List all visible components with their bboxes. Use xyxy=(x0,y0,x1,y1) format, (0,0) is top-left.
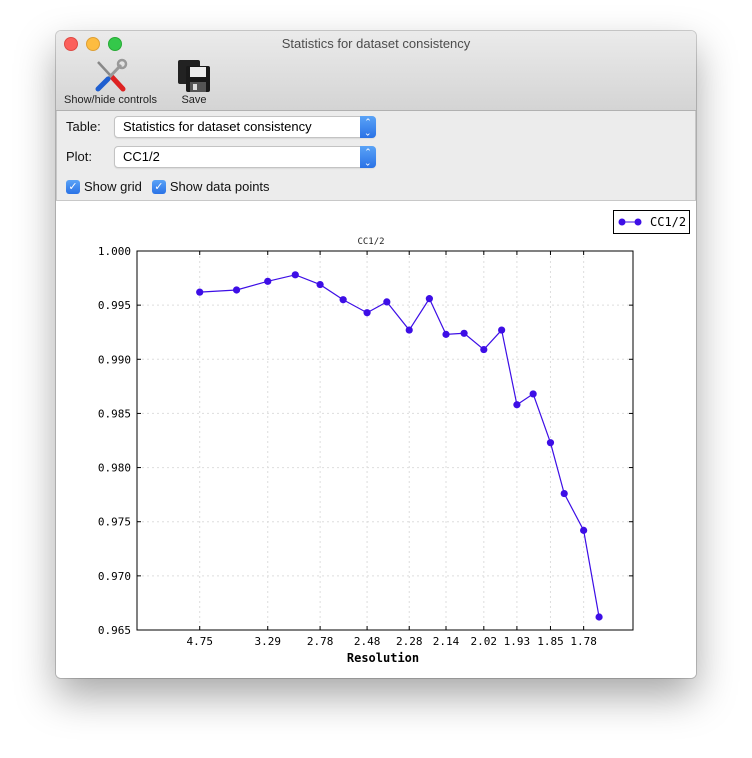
plot-select[interactable]: CC1/2 ⌃ ⌃ xyxy=(114,146,376,168)
y-tick-label: 0.965 xyxy=(98,624,131,637)
data-point xyxy=(580,526,588,534)
legend: CC1/2 xyxy=(613,210,690,234)
x-axis-label: Resolution xyxy=(347,651,419,665)
legend-label: CC1/2 xyxy=(650,215,686,229)
data-point xyxy=(383,298,391,306)
x-tick-label: 2.14 xyxy=(433,635,460,648)
data-point xyxy=(460,329,468,337)
data-point xyxy=(513,401,521,409)
window-title: Statistics for dataset consistency xyxy=(281,36,471,51)
close-button[interactable] xyxy=(64,37,78,51)
plot-row: Plot: xyxy=(66,149,92,164)
show-hide-controls-button[interactable]: Show/hide controls xyxy=(64,58,157,106)
data-point xyxy=(560,489,568,498)
plot-area: 1.000 0.995 0.990 0.985 0.980 0.975 0.970 0.965… xyxy=(56,201,696,678)
data-point xyxy=(316,280,324,289)
table-select-value: Statistics for dataset consistency xyxy=(123,119,312,134)
updown-chevron-icon: ⌃ ⌃ xyxy=(360,146,376,168)
data-point xyxy=(291,271,299,279)
data-point xyxy=(546,439,555,447)
tools-icon xyxy=(95,58,128,92)
x-tick-label: 1.78 xyxy=(570,635,597,648)
options-row: ✓ Show grid ✓ Show data points xyxy=(66,179,280,194)
floppy-disk-icon xyxy=(178,60,210,92)
legend-box xyxy=(613,210,690,234)
save-label: Save xyxy=(181,94,207,106)
show-grid-checkbox[interactable]: ✓ Show grid xyxy=(66,179,142,194)
axis-ticks: 1.000 0.995 0.990 0.985 0.980 0.975 0.970 0.965… xyxy=(98,245,633,648)
y-tick-label: 0.970 xyxy=(98,570,131,583)
show-data-points-label: Show data points xyxy=(169,179,270,194)
checkmark-icon: ✓ xyxy=(151,179,166,194)
data-point xyxy=(196,288,204,296)
chart-title: CC1/2 xyxy=(357,237,384,247)
y-tick-label: 0.990 xyxy=(98,353,131,366)
show-data-points-checkbox[interactable]: ✓ Show data points xyxy=(151,179,270,194)
data-point xyxy=(264,277,272,285)
x-tick-label: 4.75 xyxy=(186,635,213,648)
table-select[interactable]: Statistics for dataset consistency ⌃ ⌃ xyxy=(114,116,376,138)
x-tick-label: 2.02 xyxy=(471,635,498,648)
plot-label: Plot: xyxy=(66,149,93,164)
controls-panel: Table: Statistics for dataset consistenc… xyxy=(56,111,696,201)
plot-frame xyxy=(136,250,634,631)
data-point xyxy=(529,390,537,398)
data-point xyxy=(425,295,433,303)
data-point xyxy=(339,296,347,304)
zoom-button[interactable] xyxy=(108,37,122,51)
table-label: Table: xyxy=(66,119,101,134)
x-tick-label: 2.78 xyxy=(307,635,334,648)
legend-marker xyxy=(618,218,626,226)
cc-half-chart: 1.000 0.995 0.990 0.985 0.980 0.975 0.970 0.965… xyxy=(98,210,690,665)
data-point xyxy=(442,330,450,338)
data-point xyxy=(498,326,506,334)
x-tick-label: 2.28 xyxy=(396,635,423,648)
x-tick-label: 1.85 xyxy=(537,635,564,648)
checkmark-icon: ✓ xyxy=(66,179,80,194)
statistics-window: Statistics for dataset consistency Show/… xyxy=(56,31,696,678)
y-tick-label: 0.975 xyxy=(98,516,131,529)
x-tick-label: 1.93 xyxy=(504,635,531,648)
y-tick-label: 0.985 xyxy=(98,407,131,420)
updown-chevron-icon: ⌃ ⌃ xyxy=(360,116,376,138)
y-tick-label: 0.995 xyxy=(98,299,131,312)
data-point xyxy=(363,309,371,317)
title-toolbar: Statistics for dataset consistency Show/… xyxy=(56,31,696,111)
x-tick-label: 2.48 xyxy=(354,635,381,648)
y-tick-label: 0.980 xyxy=(98,462,131,475)
show-hide-controls-label: Show/hide controls xyxy=(64,94,157,106)
table-row: Table: xyxy=(66,119,101,134)
data-point xyxy=(232,286,241,294)
data-point xyxy=(595,613,603,621)
series-cc-half xyxy=(196,271,603,621)
legend-marker xyxy=(634,218,642,226)
show-grid-label: Show grid xyxy=(84,179,142,194)
window-controls xyxy=(64,37,122,51)
y-tick-label: 1.000 xyxy=(98,245,131,258)
grid xyxy=(137,250,633,631)
data-point xyxy=(480,345,488,354)
x-tick-label: 3.29 xyxy=(254,635,281,648)
series-line xyxy=(199,274,600,618)
minimize-button[interactable] xyxy=(86,37,100,51)
plot-select-value: CC1/2 xyxy=(123,149,160,164)
save-button[interactable]: Save xyxy=(176,58,212,106)
data-point xyxy=(405,326,413,334)
